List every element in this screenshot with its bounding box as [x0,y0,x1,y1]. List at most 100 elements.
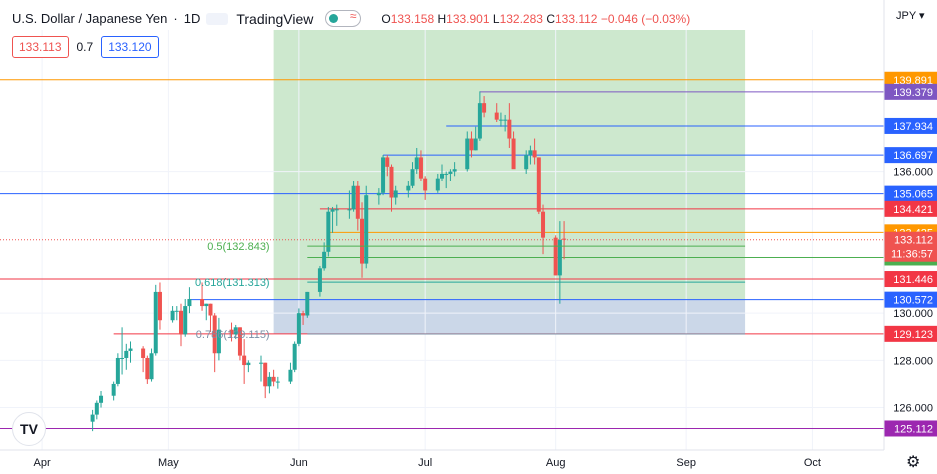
candle-body [557,240,562,276]
sell-button[interactable]: 133.113 [12,36,69,58]
candle-body [141,348,146,358]
candle-body [288,369,293,382]
candle-body [246,362,251,366]
candle-body [334,209,339,211]
y-tick-label: 136.000 [893,167,933,179]
level-label: 129.123 [893,329,933,341]
candle-body [473,138,478,151]
candle-body [423,178,428,191]
buy-button[interactable]: 133.120 [101,36,159,58]
candle-body [90,414,95,422]
candle-body [157,291,162,321]
candle-body [204,303,209,307]
fib-label: 0.786(129.115) [196,329,270,341]
candle-body [271,376,276,382]
candle-body [541,211,546,238]
candle-body [229,329,234,335]
level-tag [884,420,937,437]
brand-label: TradingView [236,10,314,27]
trade-panel: 133.113 0.7 133.120 [12,36,159,58]
candle-body [263,362,268,387]
gear-icon[interactable]: ⚙ [906,454,921,471]
y-tick-label: 130.000 [893,308,933,320]
candle-body [145,357,150,380]
candle-body [111,383,116,396]
candle-body [360,218,365,264]
level-label: 136.697 [893,150,933,162]
wave-icon: ≈ [349,9,357,23]
candle-body [258,362,263,364]
tradingview-logo[interactable]: TV [12,412,46,446]
level-tag [884,83,937,100]
level-tag [884,71,937,88]
x-tick-label: Jun [290,457,308,469]
ohlc-readout: O133.158 H133.901 L132.283 C133.112 −0.0… [381,11,691,26]
candle-body [94,402,99,415]
candle-body [435,178,440,191]
level-label: 139.891 [893,75,933,87]
candle-body [355,185,360,219]
level-label: 135.065 [893,189,933,201]
candle-body [301,313,306,316]
candle-body [364,195,369,264]
candle-body [389,166,394,198]
candle-body [115,357,120,384]
change-value: −0.046 (−0.03%) [600,11,691,26]
candle-body [120,357,125,359]
candle-body [469,138,474,151]
loss-zone [273,299,746,334]
currency-selector[interactable]: JPY ▾ [896,10,925,22]
level-label: 134.421 [893,204,933,216]
redacted-block [206,12,229,25]
candle-body [267,376,272,387]
interval-label[interactable]: 1D [183,11,201,26]
level-tag [884,291,937,308]
candle-body [317,268,322,292]
level-tag [884,185,937,202]
y-tick-label: 128.000 [893,355,933,367]
level-label: 139.379 [893,87,933,99]
candle-body [482,103,487,113]
symbol-title[interactable]: U.S. Dollar / Japanese Yen [12,11,168,26]
candle-body [153,291,158,354]
level-tag [884,117,937,134]
candle-body [385,157,390,167]
candle-body [406,185,411,191]
candle-body [128,348,133,351]
candle-body [183,306,188,335]
candle-body [381,157,386,193]
candle-body [216,329,221,354]
candle-body [296,313,301,344]
candle-body [322,251,327,269]
close-value: 133.112 [554,11,598,26]
candle-body [444,173,449,175]
spread-value: 0.7 [76,40,94,54]
candle-body [237,327,242,356]
candle-body [351,185,356,210]
candle-body [212,315,217,354]
open-value: 133.158 [390,11,435,26]
level-tag [884,271,937,288]
candle-body [553,237,558,276]
candle-body [498,119,503,121]
level-tag [884,325,937,342]
candle-body [507,119,512,139]
status-dot-icon [329,14,339,23]
candle-body [511,138,516,170]
candle-body [418,157,423,179]
candle-body [528,150,533,156]
candle-body [465,138,470,170]
level-tag [884,200,937,217]
candle-body [376,192,381,196]
candle-body [187,298,192,307]
candle-body [233,327,238,335]
candle-body [524,155,529,170]
last-price-label: 133.112 [894,235,933,247]
candle-body [532,150,537,158]
candle-body [174,310,179,312]
candle-body [503,119,508,121]
market-status-toggle[interactable]: ≈ [325,9,362,27]
fib-label: 0.5(132.843) [207,241,269,253]
candle-body [536,157,541,212]
